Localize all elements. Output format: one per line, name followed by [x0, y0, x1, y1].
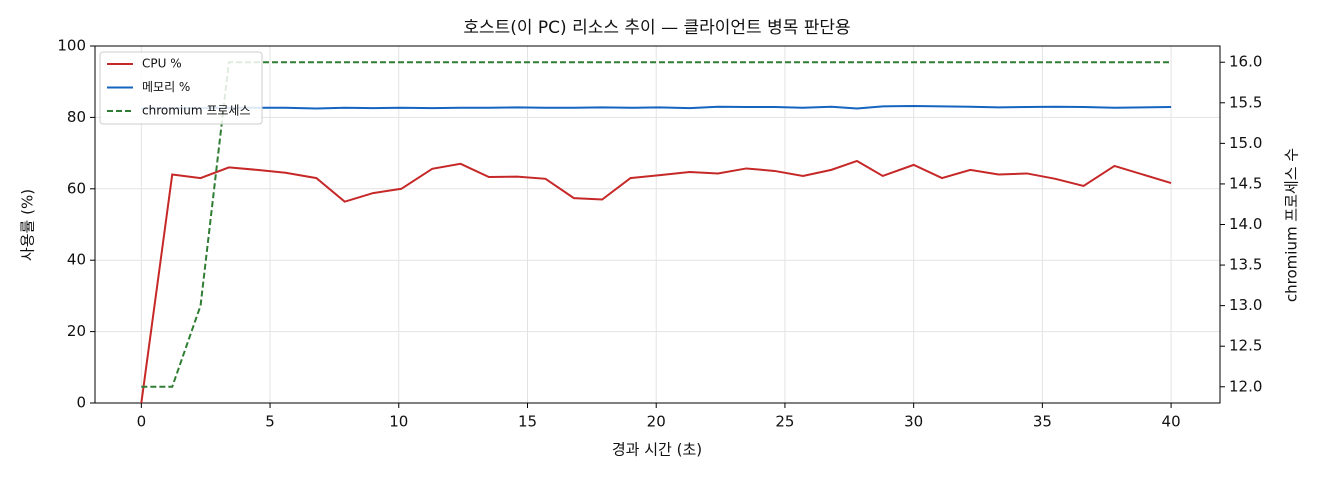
y2-tick-label: 12.0 — [1229, 377, 1262, 395]
series-line — [141, 104, 1172, 110]
y2-tick-label: 15.0 — [1229, 134, 1262, 152]
x-tick-label: 0 — [137, 413, 147, 431]
legend-label: 메모리 % — [142, 80, 190, 94]
legend-box — [99, 51, 263, 125]
plot-frame — [94, 45, 1221, 404]
y2-axis-label: chromium 프로세스 수 — [1283, 148, 1301, 302]
y-tick-label: 60 — [67, 179, 86, 197]
y-tick-label: 0 — [76, 394, 86, 412]
y2-tick-label: 15.5 — [1229, 93, 1262, 111]
legend-label: chromium 프로세스 — [142, 104, 251, 118]
y2-tick-label: 13.0 — [1229, 296, 1262, 314]
x-axis-label: 경과 시간 (초) — [612, 441, 702, 459]
y2-tick-label: 16.0 — [1229, 53, 1262, 71]
series-line — [141, 61, 1172, 388]
y-tick-label: 100 — [57, 37, 86, 55]
x-tick-label: 15 — [518, 413, 537, 431]
y2-tick-label: 14.0 — [1229, 215, 1262, 233]
x-tick-label: 5 — [265, 413, 275, 431]
y2-tick-label: 13.5 — [1229, 256, 1262, 274]
legend: CPU % 메모리 % chromium 프로세스 — [99, 51, 263, 125]
y2-tick-label: 12.5 — [1229, 337, 1262, 355]
y-tick-label: 20 — [67, 322, 86, 340]
x-tick-label: 10 — [389, 413, 408, 431]
y-tick-label: 40 — [67, 251, 86, 269]
y2-tick-label: 14.5 — [1229, 174, 1262, 192]
y-tick-label: 80 — [67, 108, 86, 126]
x-tick-label: 35 — [1033, 413, 1052, 431]
x-tick-label: 25 — [775, 413, 794, 431]
chart-title: 호스트(이 PC) 리소스 추이 — 클라이언트 병목 판단용 — [463, 18, 850, 38]
x-tick-label: 30 — [904, 413, 923, 431]
x-tick-label: 20 — [647, 413, 666, 431]
y-axis-label: 사용률 (%) — [19, 189, 37, 261]
x-tick-label: 40 — [1162, 413, 1181, 431]
series-line — [140, 159, 1172, 404]
legend-label: CPU % — [142, 57, 182, 71]
